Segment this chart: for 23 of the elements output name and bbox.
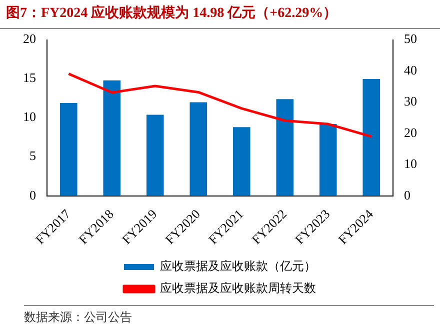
y2-tick-label: 20 bbox=[404, 124, 417, 140]
y2-tick-label: 50 bbox=[404, 31, 417, 46]
bar bbox=[232, 127, 250, 196]
bar bbox=[276, 99, 294, 196]
y2-tick-label: 0 bbox=[404, 187, 410, 202]
chart-title: 图7：FY2024 应收账款规模为 14.98 亿元（+62.29%） bbox=[0, 0, 440, 29]
y-tick-label: 15 bbox=[23, 70, 36, 86]
y2-tick-label: 30 bbox=[404, 94, 417, 109]
bar bbox=[190, 102, 208, 196]
bar bbox=[103, 80, 121, 196]
bar bbox=[60, 102, 78, 196]
legend-label: 应收票据及应收账款周转天数 bbox=[160, 281, 316, 296]
source-note: 数据来源：公司公告 bbox=[24, 305, 434, 326]
y2-tick-label: 10 bbox=[404, 156, 417, 172]
y-tick-label: 0 bbox=[30, 187, 36, 202]
y2-tick-label: 40 bbox=[404, 62, 417, 78]
legend-label: 应收票据及应收账款（亿元） bbox=[160, 259, 316, 274]
bar bbox=[319, 124, 337, 196]
y-tick-label: 20 bbox=[23, 31, 36, 46]
y-tick-label: 5 bbox=[30, 148, 36, 164]
bar bbox=[362, 78, 380, 196]
bar bbox=[146, 114, 164, 196]
y-tick-label: 10 bbox=[23, 109, 36, 124]
